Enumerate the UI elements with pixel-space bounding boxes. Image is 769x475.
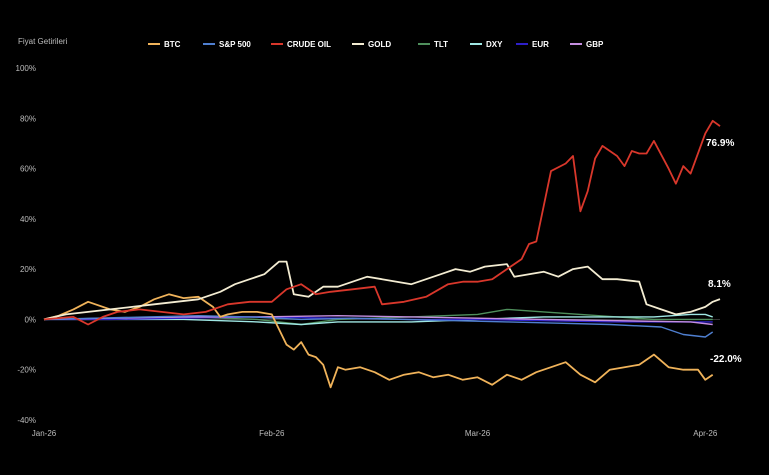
y-tick-label: 40% — [20, 215, 36, 224]
annotations: 76.9% 8.1% -22.0% — [706, 138, 742, 365]
y-tick-label: -20% — [17, 366, 36, 375]
legend-label-crude-oil: CRUDE OIL — [287, 40, 331, 49]
y-axis: 100% 80% 60% 40% 20% 0% -20% -40% — [16, 64, 36, 425]
legend-label-eur: EUR — [532, 40, 549, 49]
series-line-gold — [43, 260, 721, 321]
y-tick-label: 80% — [20, 114, 36, 123]
series-line-btc — [43, 293, 714, 389]
end-value-label: 76.9% — [706, 138, 734, 149]
y-axis-label: Fiyat Getirileri — [18, 37, 68, 46]
y-tick-label: -40% — [17, 416, 36, 425]
y-tick-label: 100% — [16, 64, 36, 73]
series-line-crude-oil — [43, 119, 721, 326]
legend-label-s-p-500: S&P 500 — [219, 40, 251, 49]
y-tick-label: 20% — [20, 265, 36, 274]
x-tick-label: Mar-26 — [465, 429, 491, 438]
y-tick-label: 0% — [24, 315, 36, 324]
plot-area — [43, 119, 721, 389]
x-tick-label: Jan-26 — [32, 429, 57, 438]
legend: BTC S&P 500 CRUDE OIL GOLD TLT DXY EUR GBP — [148, 40, 604, 49]
series-line-s-p-500 — [43, 315, 714, 338]
legend-label-gold: GOLD — [368, 40, 391, 49]
series-line-gbp — [43, 315, 713, 326]
legend-label-tlt: TLT — [434, 40, 448, 49]
end-value-label: -22.0% — [710, 354, 742, 365]
legend-label-dxy: DXY — [486, 40, 503, 49]
end-value-label: 8.1% — [708, 279, 731, 290]
legend-label-gbp: GBP — [586, 40, 604, 49]
legend-label-btc: BTC — [164, 40, 181, 49]
x-tick-label: Apr-26 — [693, 429, 718, 438]
x-axis: Jan-26 Feb-26 Mar-26 Apr-26 — [32, 429, 718, 438]
x-tick-label: Feb-26 — [259, 429, 285, 438]
y-tick-label: 60% — [20, 165, 36, 174]
